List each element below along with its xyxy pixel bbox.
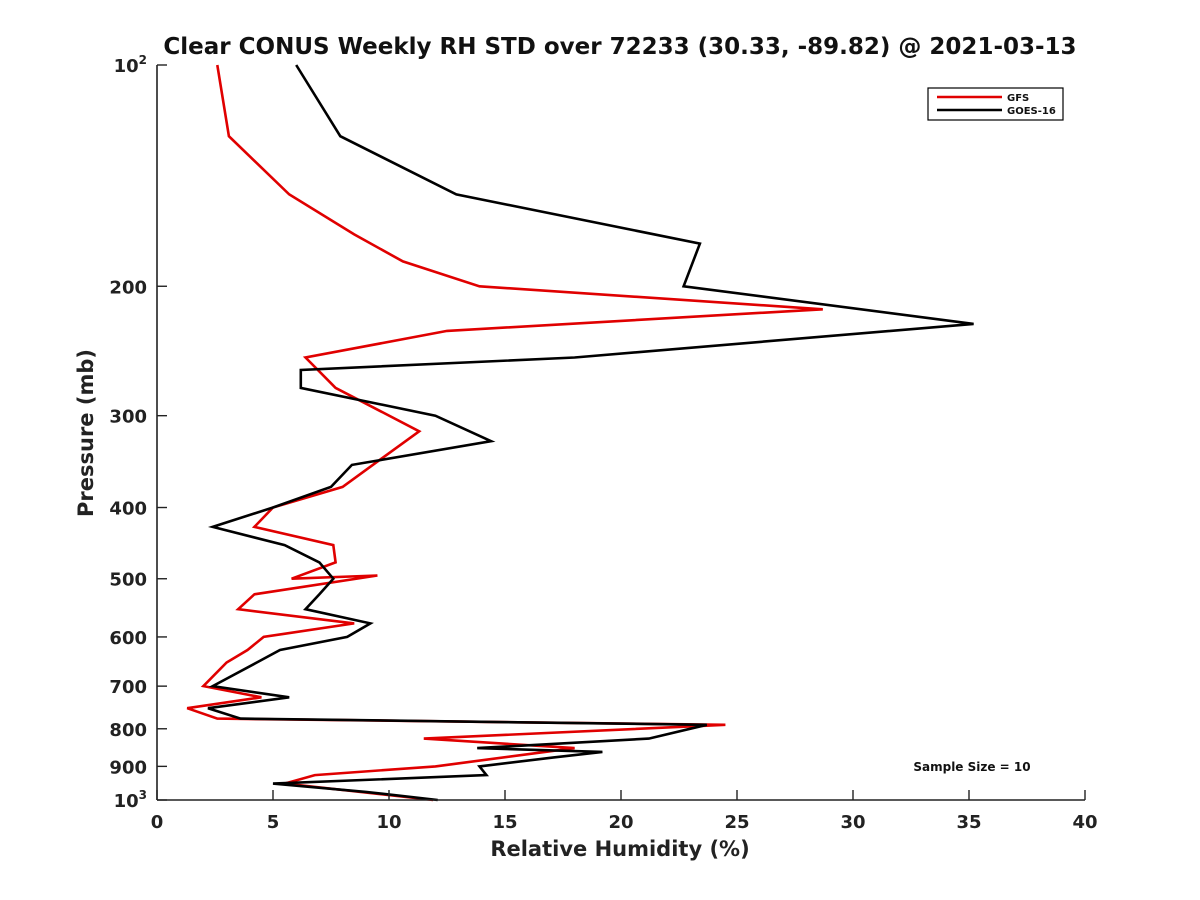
y-tick-label: 500 bbox=[109, 570, 147, 591]
legend: GFS GOES-16 bbox=[927, 87, 1064, 121]
y-tick-label: 200 bbox=[109, 277, 147, 298]
plot-area: 0 5 10 15 20 25 30 35 40 102 200 300 400 500 600 700 800… bbox=[109, 53, 1097, 833]
y-tick-label: 700 bbox=[109, 677, 147, 698]
y-tick-label: 900 bbox=[109, 757, 147, 778]
chart-title: Clear CONUS Weekly RH STD over 72233 (30… bbox=[163, 34, 1076, 60]
y-tick-label: 600 bbox=[109, 628, 147, 649]
x-tick-label: 30 bbox=[840, 812, 865, 833]
x-tick-label: 25 bbox=[724, 812, 749, 833]
x-tick-label: 5 bbox=[267, 812, 280, 833]
legend-label-gfs: GFS bbox=[1007, 93, 1029, 104]
legend-box bbox=[927, 87, 1064, 121]
x-tick-label: 0 bbox=[151, 812, 164, 833]
legend-label-goes16: GOES-16 bbox=[1007, 106, 1056, 117]
x-tick-label: 10 bbox=[376, 812, 401, 833]
y-axis-label: Pressure (mb) bbox=[74, 349, 98, 517]
x-tick-label: 35 bbox=[956, 812, 981, 833]
x-tick-label: 20 bbox=[608, 812, 633, 833]
x-tick-label: 15 bbox=[492, 812, 517, 833]
x-axis-label: Relative Humidity (%) bbox=[490, 837, 749, 861]
series-line-gfs bbox=[186, 64, 823, 802]
series-line-goes16 bbox=[207, 64, 974, 802]
y-tick-label: 800 bbox=[109, 720, 147, 741]
axes-layer: 0 5 10 15 20 25 30 35 40 102 200 300 400 500 600 700 800… bbox=[109, 53, 1097, 833]
x-tick-label: 40 bbox=[1072, 812, 1097, 833]
series-layer bbox=[186, 64, 974, 802]
y-tick-label: 102 bbox=[114, 53, 147, 77]
y-tick-label: 103 bbox=[114, 788, 147, 812]
y-tick-label: 400 bbox=[109, 499, 147, 520]
sample-size-annotation: Sample Size = 10 bbox=[913, 760, 1030, 774]
y-tick-label: 300 bbox=[109, 407, 147, 428]
